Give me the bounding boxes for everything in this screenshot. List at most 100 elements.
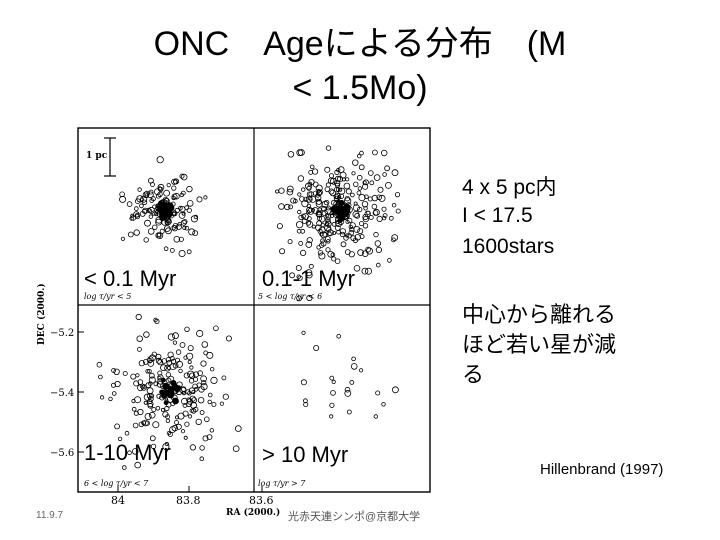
star-marker xyxy=(361,250,369,258)
star-marker xyxy=(186,398,194,405)
star-marker xyxy=(279,248,286,255)
star-marker xyxy=(329,402,335,408)
title-onc: ONC xyxy=(153,25,230,63)
star-marker xyxy=(122,465,127,470)
star-marker xyxy=(384,181,392,189)
star-marker xyxy=(276,223,283,230)
star-marker xyxy=(147,206,155,214)
star-marker xyxy=(164,364,171,372)
star-marker xyxy=(165,377,172,384)
note-mag: I < 17.5 xyxy=(462,204,533,227)
star-marker xyxy=(372,210,379,216)
star-marker xyxy=(182,225,187,230)
star-marker xyxy=(352,204,360,212)
star-marker xyxy=(175,388,183,396)
star-marker xyxy=(367,196,373,202)
star-marker xyxy=(373,414,378,419)
star-marker xyxy=(306,206,313,214)
star-marker xyxy=(124,430,130,436)
star-marker xyxy=(164,441,169,447)
star-marker xyxy=(143,237,149,243)
star-marker xyxy=(339,231,346,237)
star-marker xyxy=(144,412,152,420)
star-marker xyxy=(163,246,169,252)
star-marker xyxy=(350,192,355,198)
star-marker xyxy=(136,335,143,342)
star-marker xyxy=(357,153,362,159)
star-marker xyxy=(166,218,172,224)
star-marker xyxy=(309,195,317,203)
star-marker xyxy=(287,239,293,245)
star-marker xyxy=(318,252,326,260)
star-marker xyxy=(306,210,311,215)
panel-sublabel-3: 6 < log τ/yr < 7 xyxy=(84,479,149,488)
star-marker xyxy=(148,372,155,379)
star-marker xyxy=(167,333,175,341)
star-marker xyxy=(338,208,344,215)
star-marker xyxy=(391,202,397,208)
star-marker xyxy=(361,183,369,190)
star-marker xyxy=(329,213,334,218)
star-marker xyxy=(199,445,205,451)
star-marker xyxy=(114,423,120,430)
star-marker xyxy=(134,212,140,218)
star-marker xyxy=(165,418,171,423)
star-marker xyxy=(149,435,156,442)
star-marker xyxy=(328,173,334,179)
star-marker xyxy=(297,209,302,215)
star-marker xyxy=(335,202,340,208)
title-age: Ageによる分布 (M xyxy=(263,25,567,63)
star-marker xyxy=(186,200,194,207)
star-marker xyxy=(167,351,174,358)
star-marker xyxy=(322,232,328,238)
star-marker xyxy=(352,159,359,166)
star-marker xyxy=(189,444,196,451)
panel-sublabel-1: log τ/yr < 5 xyxy=(84,292,131,301)
star-marker xyxy=(166,212,172,218)
star-marker xyxy=(367,170,374,176)
star-marker xyxy=(151,210,157,216)
star-marker xyxy=(139,383,145,389)
star-marker xyxy=(375,246,382,253)
star-marker xyxy=(141,199,148,205)
star-marker xyxy=(391,234,399,242)
star-marker xyxy=(284,203,291,211)
star-marker xyxy=(300,379,307,386)
star-marker xyxy=(156,156,164,164)
star-marker xyxy=(329,189,337,197)
star-marker xyxy=(192,383,198,390)
star-marker xyxy=(150,182,155,187)
star-marker xyxy=(157,374,164,381)
star-marker xyxy=(353,201,358,206)
y-tick-label-1: −5.2 xyxy=(50,328,74,339)
star-marker xyxy=(336,229,341,235)
star-marker xyxy=(329,375,335,381)
star-marker xyxy=(375,262,381,268)
star-marker xyxy=(183,435,188,440)
star-marker xyxy=(307,181,313,187)
star-marker xyxy=(317,250,324,256)
star-marker xyxy=(306,294,313,302)
star-marker xyxy=(139,210,146,217)
star-marker xyxy=(111,368,116,373)
panel-label-1: < 0.1 Myr xyxy=(84,266,177,291)
star-marker xyxy=(156,232,164,240)
star-marker xyxy=(305,271,313,279)
star-marker xyxy=(365,247,373,255)
panel-sublabel-4: log τ/yr > 7 xyxy=(258,479,306,488)
star-marker xyxy=(325,247,331,253)
star-marker xyxy=(148,214,154,219)
star-marker xyxy=(332,230,337,235)
note-trend-line2: ほど若い星が減 xyxy=(462,332,617,357)
star-marker xyxy=(120,236,126,241)
star-marker xyxy=(166,359,173,366)
star-marker xyxy=(331,221,337,227)
star-marker xyxy=(306,203,312,209)
star-marker xyxy=(108,396,113,402)
star-marker xyxy=(287,151,295,158)
star-marker xyxy=(134,396,142,404)
star-marker xyxy=(381,402,386,407)
star-marker xyxy=(178,368,183,374)
star-marker xyxy=(376,215,383,222)
star-marker xyxy=(203,350,209,356)
